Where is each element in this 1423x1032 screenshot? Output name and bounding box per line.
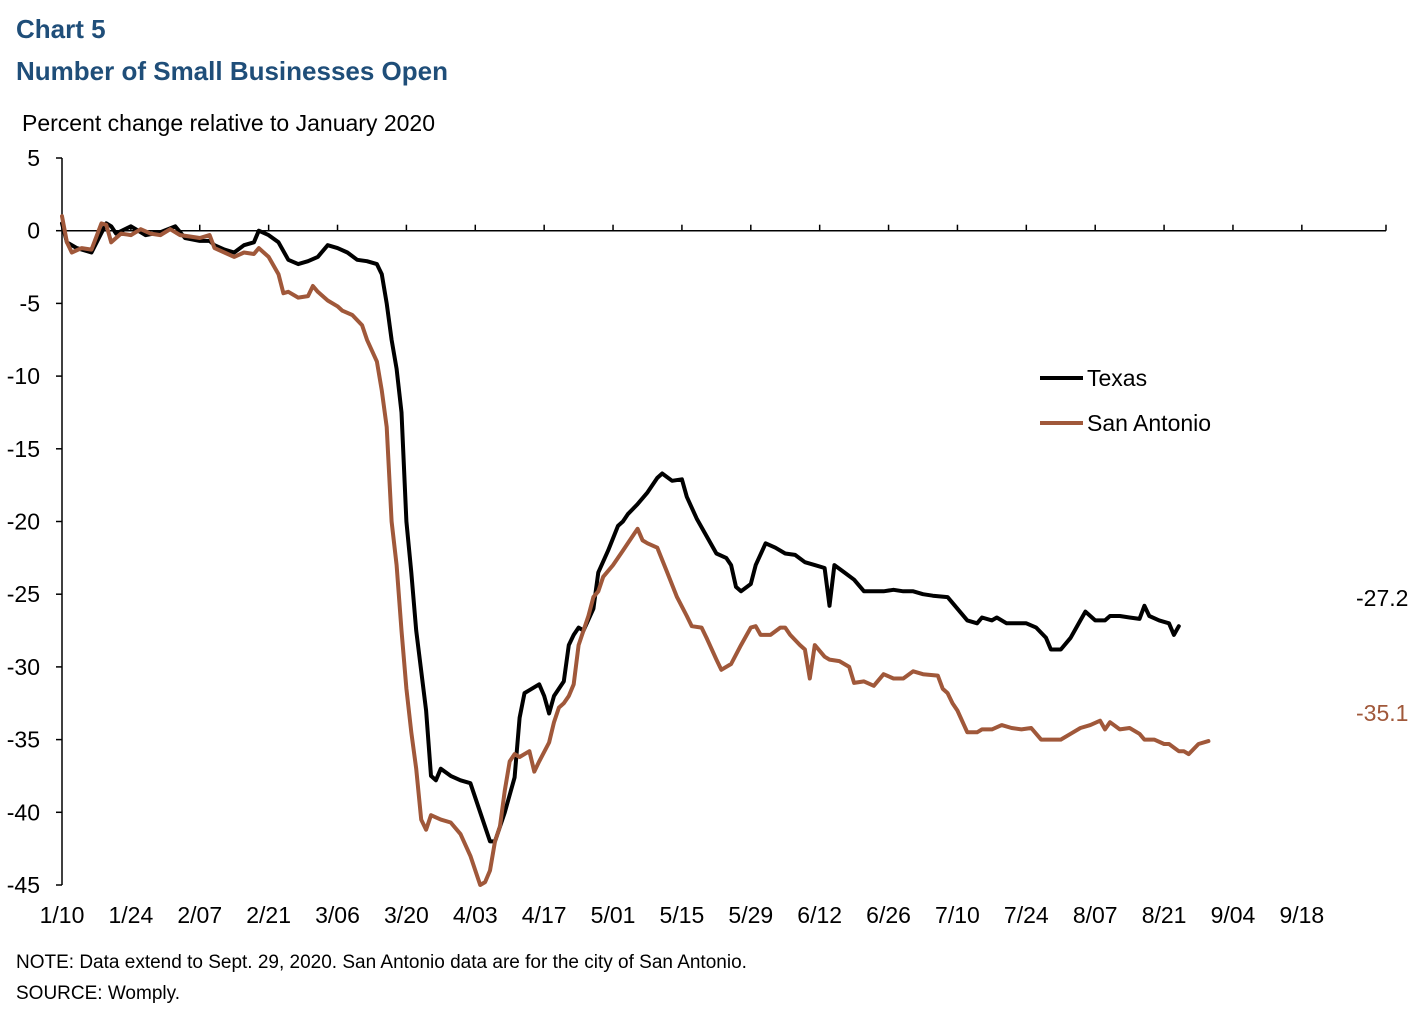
x-tick-label: 6/12 [797,902,842,928]
x-tick-label: 5/15 [660,902,705,928]
y-tick-label: 0 [27,218,40,244]
x-tick-label: 6/26 [866,902,911,928]
x-tick-label: 2/21 [246,902,291,928]
y-tick-label: -35 [7,727,40,753]
x-tick-label: 1/24 [108,902,153,928]
x-tick-label: 5/29 [728,902,773,928]
y-tick-label: -15 [7,436,40,462]
y-tick-label: -10 [7,363,40,389]
x-tick-label: 4/03 [453,902,498,928]
y-tick-label: -45 [7,872,40,898]
y-axis-label: Percent change relative to January 2020 [22,110,435,136]
series-lines [60,214,1211,887]
end-value-label: -35.1 [1356,700,1408,726]
x-tick-label: 7/24 [1004,902,1049,928]
axes: 5 0 -5 -10 -15 -20 -25 -30 -35 -40 -451/10 1/24 2/07… [7,145,1387,928]
y-tick-label: -20 [7,509,40,535]
source-text: SOURCE: Womply. [16,983,180,1004]
y-tick-label: 5 [27,145,40,171]
legend-label: San Antonio [1087,410,1211,436]
x-tick-label: 9/04 [1211,902,1256,928]
y-tick-label: -30 [7,654,40,680]
note-text: NOTE: Data extend to Sept. 29, 2020. San… [16,952,747,973]
x-tick-label: 3/06 [315,902,360,928]
end-labels: -27.2 -35.1 [1356,585,1408,726]
end-value-label: -27.2 [1356,585,1408,611]
y-tick-label: -5 [20,290,40,316]
x-tick-label: 1/10 [40,902,85,928]
x-tick-label: 8/21 [1142,902,1187,928]
x-tick-label: 5/01 [591,902,636,928]
x-tick-label: 2/07 [177,902,222,928]
x-tick-label: 7/10 [935,902,980,928]
legend-label: Texas [1087,365,1147,391]
series-line-san-antonio [60,214,1211,887]
chart-title: Number of Small Businesses Open [16,56,449,86]
x-tick-label: 9/18 [1279,902,1324,928]
chart-number: Chart 5 [16,14,106,44]
legend: Texas San Antonio [1040,365,1211,436]
y-tick-label: -25 [7,581,40,607]
y-tick-label: -40 [7,799,40,825]
x-tick-label: 4/17 [522,902,567,928]
series-line-texas [60,221,1181,844]
x-tick-label: 8/07 [1073,902,1118,928]
x-tick-label: 3/20 [384,902,429,928]
